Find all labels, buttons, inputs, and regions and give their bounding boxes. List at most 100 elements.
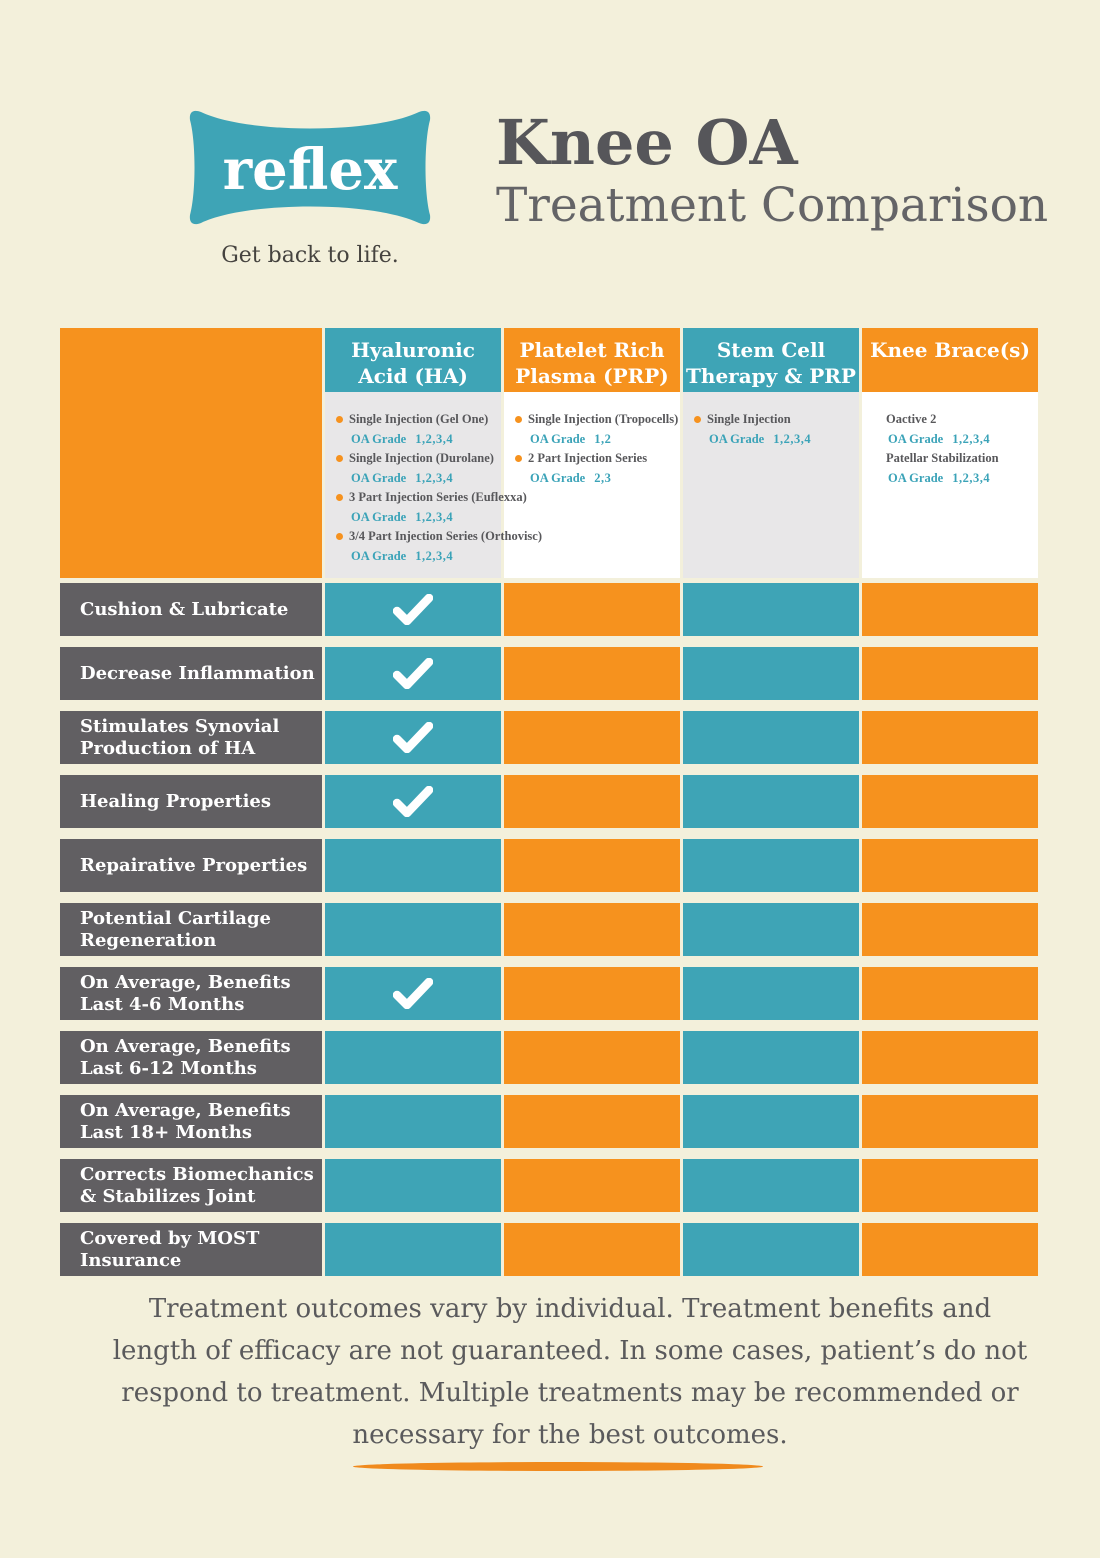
table-cell (683, 775, 859, 828)
row-label-line: Healing Properties (80, 790, 272, 812)
table-row: Potential Cartilage Regeneration (60, 903, 1040, 956)
table-cell (504, 1159, 680, 1212)
table-cell (325, 1223, 501, 1276)
treatment-item: Single Injection (683, 410, 859, 430)
disclaimer-text: Treatment outcomes vary by individual. T… (80, 1288, 1060, 1456)
row-label-line: On Average, Benefits (80, 1099, 291, 1121)
table-cell (325, 903, 501, 956)
table-cell (325, 1095, 501, 1148)
oa-grade-label: OA Grade (530, 470, 586, 485)
row-label-line: Decrease Inflammation (80, 662, 315, 684)
treatment-item: 2 Part Injection Series (504, 449, 680, 469)
bullet-icon (694, 416, 701, 423)
oa-grade-values: 1,2,3,4 (952, 470, 991, 485)
column-header-prp: Platelet Rich Plasma (PRP) (504, 328, 680, 392)
oa-grade: OA Grade 1,2,3,4 (862, 469, 1038, 489)
table-cell (325, 711, 501, 764)
row-label: Decrease Inflammation (60, 647, 322, 700)
treatment-item: 3 Part Injection Series (Euflexxa) (325, 488, 527, 508)
table-cell (504, 1223, 680, 1276)
row-label-line: Stimulates Synovial (80, 715, 280, 737)
oa-grade-label: OA Grade (351, 431, 407, 446)
table-cell (325, 967, 501, 1020)
check-icon (393, 594, 433, 625)
oa-grade-values: 2,3 (594, 470, 612, 485)
oa-grade-label: OA Grade (351, 509, 407, 524)
oa-grade: OA Grade 1,2,3,4 (325, 430, 501, 450)
table-cell (862, 839, 1038, 892)
table-corner-cell (60, 328, 322, 578)
disclaimer-line: necessary for the best outcomes. (352, 1420, 788, 1450)
bullet-icon (336, 455, 343, 462)
row-label-line: Covered by MOST (80, 1227, 260, 1249)
table-cell (504, 1095, 680, 1148)
row-label: On Average, Benefits Last 6-12 Months (60, 1031, 322, 1084)
table-row: Stimulates Synovial Production of HA (60, 711, 1040, 764)
comparison-table: Hyaluronic Acid (HA) Single Injection (Gel… (60, 328, 1040, 1287)
disclaimer-line: Treatment outcomes vary by individual. T… (148, 1294, 992, 1324)
table-row: Covered by MOST Insurance (60, 1223, 1040, 1276)
bullet-icon (515, 455, 522, 462)
check-icon (393, 658, 433, 689)
column-panel-knee-brace: Oactive 2 OA Grade 1,2,3,4 Patellar Stabili… (862, 392, 1038, 578)
row-label-line: Corrects Biomechanics (80, 1163, 314, 1185)
column-title-line: Acid (HA) (358, 364, 468, 388)
table-cell (683, 1223, 859, 1276)
table-cell (862, 711, 1038, 764)
bullet-icon (515, 416, 522, 423)
column-panel-stem-cell: Single Injection OA Grade 1,2,3,4 (683, 392, 859, 578)
treatment-item: Oactive 2 (862, 410, 1038, 430)
row-label-line: & Stabilizes Joint (80, 1185, 256, 1207)
column-title-line: Knee Brace(s) (870, 338, 1030, 362)
table-cell (504, 711, 680, 764)
row-label: Stimulates Synovial Production of HA (60, 711, 322, 764)
oa-grade-label: OA Grade (709, 431, 765, 446)
column-title-line: Stem Cell (716, 338, 826, 362)
table-row: On Average, Benefits Last 6-12 Months (60, 1031, 1040, 1084)
logo-tagline: Get back to life. (221, 243, 399, 268)
treatment-item-label: Single Injection (Tropocells) (528, 412, 679, 426)
table-cell (683, 1031, 859, 1084)
row-label-line: Potential Cartilage (80, 907, 271, 929)
row-label-line: Production of HA (80, 737, 256, 759)
oa-grade-label: OA Grade (888, 431, 944, 446)
row-label-line: Last 4-6 Months (80, 993, 245, 1015)
treatment-item-label: Single Injection (707, 412, 791, 426)
table-cell (683, 903, 859, 956)
reflex-logo: reflex (185, 100, 435, 235)
column-title-line: Hyaluronic (351, 338, 475, 362)
row-label: Healing Properties (60, 775, 322, 828)
row-label-line: Last 6-12 Months (80, 1057, 257, 1079)
row-label-line: Cushion & Lubricate (80, 598, 289, 620)
table-cell (862, 583, 1038, 636)
row-label: Covered by MOST Insurance (60, 1223, 322, 1276)
row-label-line: On Average, Benefits (80, 971, 291, 993)
check-icon (393, 978, 433, 1009)
column-header-knee-brace: Knee Brace(s) (862, 328, 1038, 392)
logo-text: reflex (223, 137, 398, 203)
table-cell (862, 1159, 1038, 1212)
table-cell (862, 1095, 1038, 1148)
table-cell (325, 1159, 501, 1212)
oa-grade-values: 1,2 (594, 431, 612, 446)
oa-grade: OA Grade 2,3 (504, 469, 680, 489)
table-cell (504, 647, 680, 700)
column-title-line: Plasma (PRP) (515, 364, 669, 388)
page-subtitle: Treatment Comparison (496, 178, 1049, 233)
row-label-line: Regeneration (80, 929, 217, 951)
check-icon (393, 722, 433, 753)
row-label: Repairative Properties (60, 839, 322, 892)
treatment-item-label: Oactive 2 (886, 412, 937, 426)
disclaimer-line: respond to treatment. Multiple treatment… (121, 1378, 1019, 1408)
column-stem-cell: Stem Cell Therapy & PRP Single Injection OA… (683, 328, 859, 578)
row-label-line: Insurance (80, 1249, 182, 1271)
treatment-item: 3/4 Part Injection Series (Orthovisc) (325, 527, 542, 547)
oa-grade: OA Grade 1,2,3,4 (862, 430, 1038, 450)
oa-grade: OA Grade 1,2,3,4 (683, 430, 859, 450)
reflex-logo-shape: reflex (189, 110, 431, 225)
table-row: Decrease Inflammation (60, 647, 1040, 700)
table-cell (325, 647, 501, 700)
oa-grade-values: 1,2,3,4 (773, 431, 812, 446)
table-cell (325, 775, 501, 828)
row-label: Corrects Biomechanics & Stabilizes Joint (60, 1159, 322, 1212)
